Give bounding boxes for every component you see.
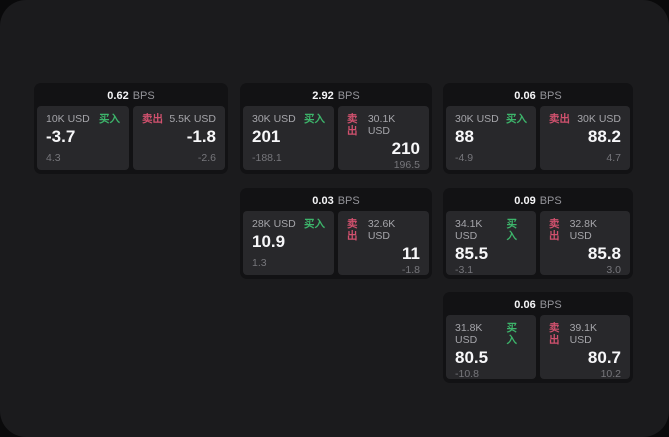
sell-amount: 32.6K USD	[367, 218, 396, 242]
buy-amount: 28K USD	[252, 218, 296, 230]
bps-header: 2.92 BPS	[240, 83, 432, 106]
sell-label: 卖出	[549, 113, 570, 125]
bps-header: 0.62 BPS	[34, 83, 228, 106]
bps-unit: BPS	[337, 194, 360, 207]
buy-label: 买入	[506, 113, 527, 125]
sell-price: -1.8	[186, 127, 216, 146]
sell-amount: 32.8K USD	[569, 218, 598, 242]
sell-quote-button[interactable]: 卖出 30.1K USD 210 196.5	[338, 106, 429, 171]
sell-label: 卖出	[347, 113, 358, 137]
buy-amount: 34.1K USD	[455, 218, 483, 242]
sell-quote-button[interactable]: 卖出 30K USD 88.2 4.7	[540, 106, 630, 170]
sell-delta: -1.8	[401, 264, 420, 276]
sell-quote-button[interactable]: 卖出 39.1K USD 80.7 10.2	[540, 315, 630, 380]
buy-amount: 30K USD	[252, 113, 296, 125]
sell-delta: 10.2	[600, 368, 621, 380]
buy-label: 买入	[99, 113, 120, 125]
quote-card: 0.06 BPS 30K USD 买入 88 -4.9 卖出 30K USD 8…	[443, 83, 633, 174]
sell-amount: 5.5K USD	[169, 113, 216, 125]
sell-label: 卖出	[549, 218, 560, 242]
buy-price: 85.5	[455, 244, 489, 263]
quote-card: 0.09 BPS 34.1K USD 买入 85.5 -3.1 卖出 32.8K…	[443, 188, 633, 279]
sell-quote-button[interactable]: 卖出 32.8K USD 85.8 3.0	[540, 211, 630, 276]
buy-quote-button[interactable]: 28K USD 买入 10.9 1.3	[243, 211, 334, 275]
bps-header: 0.06 BPS	[443, 292, 633, 315]
buy-delta: -3.1	[455, 264, 474, 276]
bps-unit: BPS	[539, 298, 562, 311]
buy-quote-button[interactable]: 30K USD 买入 201 -188.1	[243, 106, 334, 170]
sell-quote-button[interactable]: 卖出 5.5K USD -1.8 -2.6	[133, 106, 225, 170]
buy-label: 买入	[304, 113, 325, 125]
buy-quote-button[interactable]: 34.1K USD 买入 85.5 -3.1	[446, 211, 536, 276]
buy-label: 买入	[304, 218, 325, 230]
quote-card: 2.92 BPS 30K USD 买入 201 -188.1 卖出 30.1K …	[240, 83, 432, 174]
bps-value: 0.62	[107, 89, 129, 102]
sell-label: 卖出	[347, 218, 358, 242]
bps-unit: BPS	[539, 89, 562, 102]
sell-price: 85.8	[587, 244, 621, 263]
sell-amount: 39.1K USD	[569, 322, 598, 346]
buy-quote-button[interactable]: 10K USD 买入 -3.7 4.3	[37, 106, 129, 170]
sell-amount: 30.1K USD	[367, 113, 396, 137]
buy-label: 买入	[506, 322, 517, 346]
buy-label: 买入	[506, 218, 517, 242]
bps-value: 0.03	[312, 194, 334, 207]
buy-quote-button[interactable]: 31.8K USD 买入 80.5 -10.8	[446, 315, 536, 380]
bps-header: 0.03 BPS	[240, 188, 432, 211]
bps-unit: BPS	[539, 194, 562, 207]
sell-price: 80.7	[587, 348, 621, 367]
bps-value: 0.06	[514, 298, 536, 311]
buy-quote-button[interactable]: 30K USD 买入 88 -4.9	[446, 106, 536, 170]
sell-price: 11	[402, 244, 420, 263]
bps-value: 0.09	[514, 194, 536, 207]
sell-delta: 3.0	[606, 264, 621, 276]
sell-label: 卖出	[142, 113, 163, 125]
bps-header: 0.09 BPS	[443, 188, 633, 211]
bps-unit: BPS	[132, 89, 155, 102]
quote-card: 0.06 BPS 31.8K USD 买入 80.5 -10.8 卖出 39.1…	[443, 292, 633, 383]
sell-delta: 4.7	[606, 152, 621, 164]
buy-price: 201	[252, 127, 281, 146]
buy-delta: 1.3	[252, 257, 267, 269]
sell-label: 卖出	[549, 322, 560, 346]
buy-amount: 31.8K USD	[455, 322, 483, 346]
buy-price: 80.5	[455, 348, 489, 367]
buy-price: 10.9	[252, 232, 286, 251]
quote-card: 0.62 BPS 10K USD 买入 -3.7 4.3 卖出 5.5K USD…	[34, 83, 228, 174]
buy-price: -3.7	[46, 127, 76, 146]
buy-amount: 10K USD	[46, 113, 90, 125]
sell-price: 88.2	[587, 127, 621, 146]
buy-delta: -188.1	[252, 152, 282, 164]
bps-value: 0.06	[514, 89, 536, 102]
buy-delta: -10.8	[455, 368, 479, 380]
sell-quote-button[interactable]: 卖出 32.6K USD 11 -1.8	[338, 211, 429, 276]
bps-value: 2.92	[312, 89, 334, 102]
sell-delta: -2.6	[197, 152, 216, 164]
buy-delta: -4.9	[455, 152, 474, 164]
buy-price: 88	[455, 127, 474, 146]
sell-price: 210	[391, 139, 420, 158]
buy-amount: 30K USD	[455, 113, 499, 125]
bps-header: 0.06 BPS	[443, 83, 633, 106]
sell-amount: 30K USD	[577, 113, 621, 125]
bps-unit: BPS	[337, 89, 360, 102]
buy-delta: 4.3	[46, 152, 61, 164]
sell-delta: 196.5	[393, 159, 420, 171]
quote-card: 0.03 BPS 28K USD 买入 10.9 1.3 卖出 32.6K US…	[240, 188, 432, 279]
